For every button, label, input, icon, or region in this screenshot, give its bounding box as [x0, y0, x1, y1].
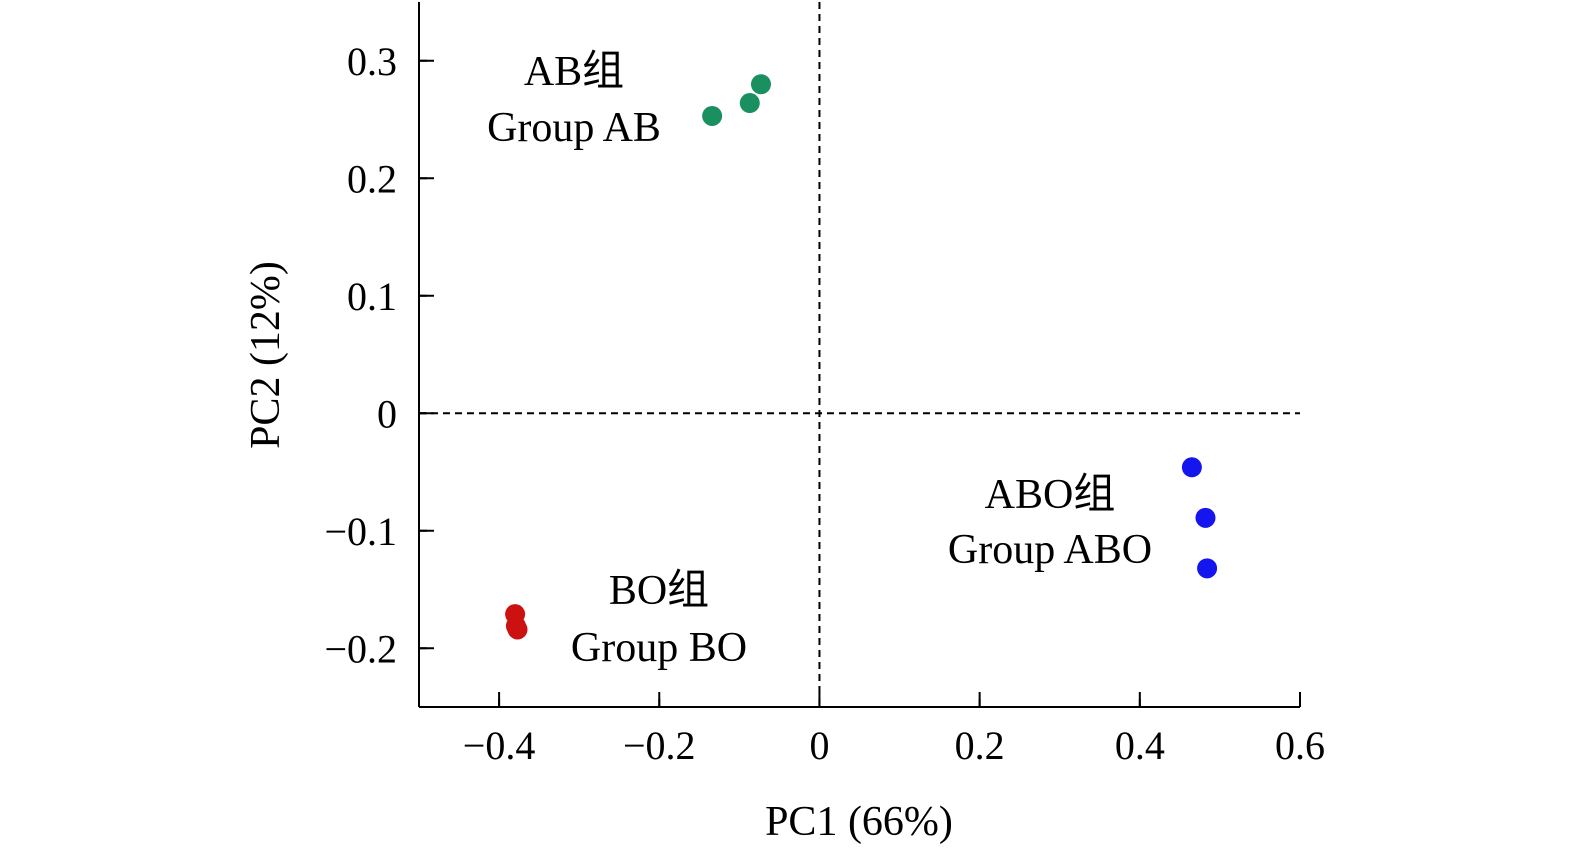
y-tick-label: 0.2	[347, 156, 397, 201]
x-axis-ticks: −0.4 −0.2 0 0.2 0.4 0.6	[463, 692, 1325, 768]
reference-lines	[419, 2, 1300, 707]
x-tick-label: 0.4	[1115, 723, 1165, 768]
group-bo-label-en: Group BO	[571, 625, 747, 671]
x-tick-label: 0.6	[1275, 723, 1325, 768]
data-points	[505, 74, 1218, 640]
y-tick-label: 0	[377, 391, 397, 436]
data-point	[750, 74, 771, 95]
data-point	[1181, 457, 1202, 478]
x-tick-label: −0.4	[463, 723, 536, 768]
x-tick-label: −0.2	[623, 723, 696, 768]
x-axis-title: PC1 (66%)	[765, 799, 953, 845]
y-tick-label: −0.1	[324, 509, 397, 554]
data-point	[507, 619, 528, 640]
y-tick-label: −0.2	[324, 626, 397, 671]
group-bo-label-cn: BO组	[609, 568, 709, 614]
y-axis-ticks: −0.2 −0.1 0 0.1 0.2 0.3	[324, 39, 434, 671]
axes	[418, 2, 1300, 708]
y-tick-label: 0.1	[347, 274, 397, 319]
group-abo-label-cn: ABO组	[985, 472, 1116, 518]
group-ab-label-cn: AB组	[524, 49, 624, 95]
group-abo-label-en: Group ABO	[948, 527, 1152, 573]
x-tick-label: 0.2	[955, 723, 1005, 768]
data-point	[739, 93, 760, 114]
group-labels: AB组 Group AB BO组 Group BO ABO组 Group ABO	[487, 49, 1152, 671]
x-tick-label: 0	[809, 723, 829, 768]
group-ab-label-en: Group AB	[487, 105, 661, 151]
data-point	[1197, 558, 1218, 579]
y-tick-label: 0.3	[347, 39, 397, 84]
data-point	[1195, 507, 1216, 528]
y-axis-title: PC2 (12%)	[243, 261, 289, 449]
data-point	[702, 105, 723, 126]
